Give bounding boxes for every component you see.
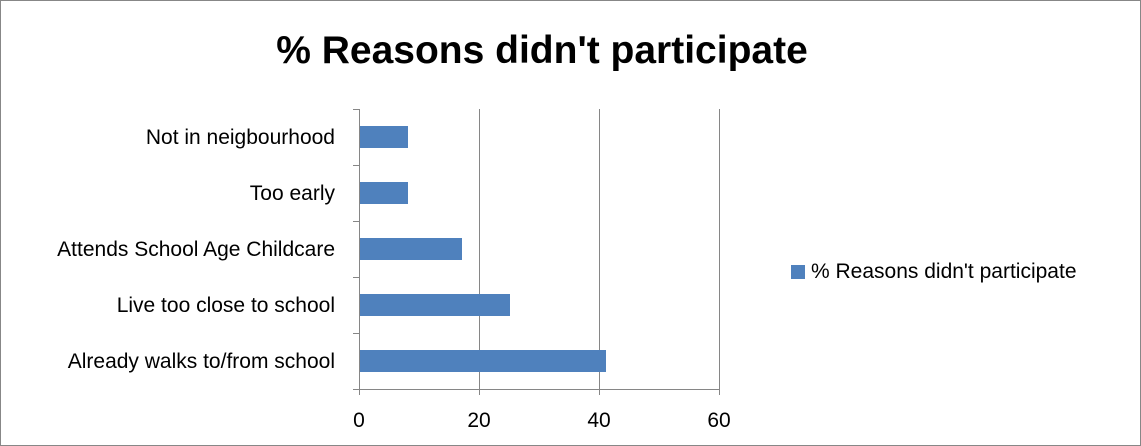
category-label: Live too close to school <box>117 294 335 317</box>
chart-title: % Reasons didn't participate <box>276 29 808 72</box>
category-label: Not in neigbourhood <box>146 126 335 149</box>
x-tick-labels: 0 20 40 60 <box>353 409 731 432</box>
x-tick-label: 40 <box>587 409 610 432</box>
bar-2 <box>360 238 462 260</box>
x-tick-label: 20 <box>467 409 490 432</box>
bars <box>360 126 606 372</box>
legend: % Reasons didn't participate <box>791 260 1077 284</box>
axes <box>353 109 720 395</box>
legend-label: % Reasons didn't participate <box>811 260 1077 283</box>
bar-3 <box>360 182 408 204</box>
legend-swatch <box>791 265 805 279</box>
category-labels: Already walks to/from school Live too clo… <box>57 126 335 373</box>
category-label: Attends School Age Childcare <box>57 238 335 261</box>
category-label: Too early <box>250 182 336 205</box>
category-label: Already walks to/from school <box>68 350 335 373</box>
x-tick-label: 0 <box>353 409 365 432</box>
bar-4 <box>360 126 408 148</box>
x-tick-label: 60 <box>707 409 730 432</box>
bar-1 <box>360 294 510 316</box>
bar-0 <box>360 350 606 372</box>
gridlines <box>479 109 720 389</box>
